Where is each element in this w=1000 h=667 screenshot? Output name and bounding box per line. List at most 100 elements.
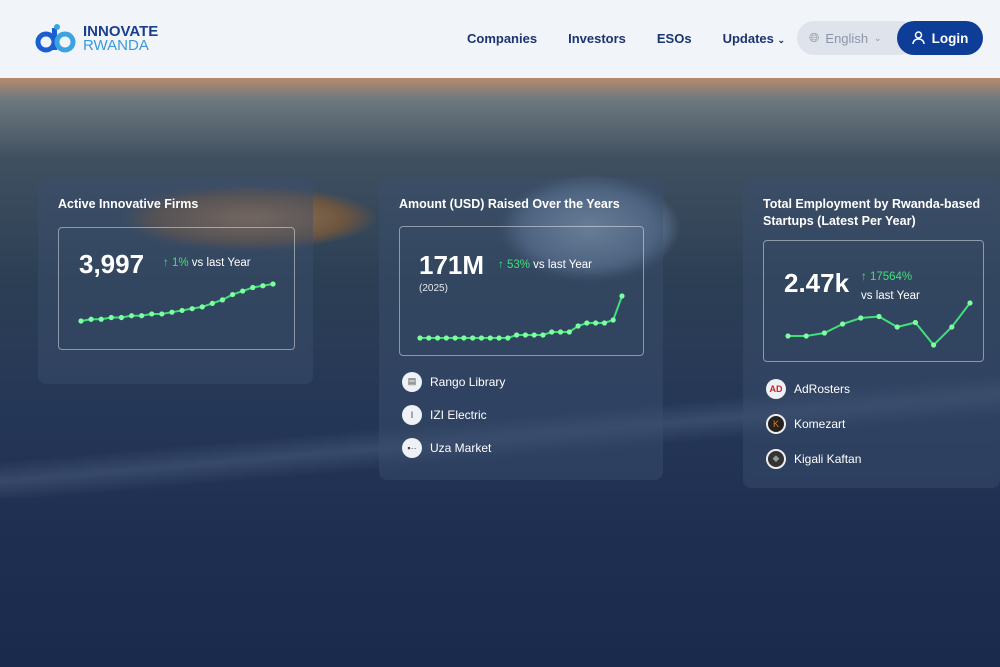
sparkline-point bbox=[159, 311, 165, 317]
sparkline-point bbox=[219, 297, 226, 303]
nav-investors[interactable]: Investors bbox=[568, 31, 626, 46]
sparkline-point bbox=[417, 335, 423, 341]
logo-text-top: INNOVATE bbox=[83, 23, 159, 40]
chevron-down-icon: ⌄ bbox=[777, 35, 786, 45]
sparkline-point bbox=[785, 333, 791, 339]
izi-logo-icon: I bbox=[402, 404, 422, 425]
top-nav: INNOVATE RWANDA Companies Investors ESOs … bbox=[0, 0, 1000, 78]
sparkline-point bbox=[610, 317, 616, 323]
sparkline-point bbox=[128, 313, 135, 319]
card-amount-raised: Amount (USD) Raised Over the Years 171M … bbox=[379, 178, 663, 480]
company-kigali-kaftan[interactable]: ◆ Kigali Kaftan bbox=[766, 442, 861, 475]
sparkline-line bbox=[788, 302, 971, 347]
company-adrosters[interactable]: AD AdRosters bbox=[766, 372, 861, 405]
stat-value: 3,997 bbox=[79, 249, 145, 279]
sparkline-chart bbox=[417, 293, 625, 341]
company-name: Komezart bbox=[794, 416, 846, 431]
sparkline-point bbox=[858, 315, 864, 321]
sparkline-point bbox=[452, 335, 458, 341]
sparkline-point bbox=[426, 335, 432, 341]
login-label: Login bbox=[931, 30, 969, 46]
nav-companies[interactable]: Companies bbox=[467, 31, 538, 46]
komezart-logo-icon: K bbox=[766, 413, 786, 434]
stat-value: 171M bbox=[419, 250, 485, 280]
sparkline-point bbox=[601, 320, 608, 326]
nav-updates-label: Updates bbox=[722, 31, 774, 46]
sparkline-point bbox=[229, 291, 236, 298]
stat-change: ↑ 53% vs last Year bbox=[498, 259, 592, 271]
stat-box: 171M ↑ 53% vs last Year (2025) bbox=[399, 226, 644, 356]
language-label: English bbox=[825, 30, 869, 46]
company-name: Rango Library bbox=[430, 374, 506, 389]
company-name: Kigali Kaftan bbox=[794, 451, 862, 466]
sparkline-point bbox=[179, 307, 185, 314]
company-uza-market[interactable]: ▪·· Uza Market bbox=[402, 431, 505, 464]
sparkline-point bbox=[478, 335, 485, 341]
company-izi-electric[interactable]: I IZI Electric bbox=[402, 398, 505, 431]
sparkline-point bbox=[876, 313, 882, 320]
logo[interactable]: INNOVATE RWANDA bbox=[35, 24, 158, 54]
stat-box: 2.47k ↑ 17564% vs last Year bbox=[763, 240, 984, 362]
uza-logo-icon: ▪·· bbox=[402, 437, 422, 458]
card-title: Amount (USD) Raised Over the Years bbox=[399, 197, 620, 211]
sparkline-point bbox=[575, 323, 581, 329]
stat-year: (2025) bbox=[419, 283, 448, 294]
nav-esos[interactable]: ESOs bbox=[656, 31, 692, 46]
sparkline-point bbox=[78, 318, 84, 324]
company-list: ▤ Rango Library I IZI Electric ▪·· Uza Mark… bbox=[402, 365, 505, 464]
sparkline-point bbox=[566, 329, 572, 335]
sparkline-point bbox=[549, 329, 555, 335]
change-suffix: vs last Year bbox=[188, 257, 251, 269]
sparkline-point bbox=[949, 324, 955, 330]
sparkline-point bbox=[270, 281, 276, 287]
stat-change: ↑ 1% vs last Year bbox=[163, 257, 251, 269]
sparkline-point bbox=[250, 284, 256, 291]
sparkline-point bbox=[894, 324, 900, 330]
sparkline-line bbox=[420, 295, 623, 339]
sparkline-chart bbox=[785, 300, 973, 348]
chevron-down-icon: ⌄ bbox=[874, 32, 882, 43]
sparkline-point bbox=[803, 333, 809, 339]
logo-text-bottom: RWANDA bbox=[83, 37, 149, 54]
language-selector[interactable]: 🌐︎ English ⌄ bbox=[797, 21, 917, 55]
sparkline-point bbox=[514, 332, 520, 338]
login-button[interactable]: Login bbox=[897, 21, 983, 55]
sparkline-point bbox=[496, 335, 502, 341]
library-logo-icon: ▤ bbox=[402, 371, 422, 392]
sparkline-point bbox=[260, 283, 266, 289]
change-percent: 53% bbox=[506, 259, 530, 271]
sparkline-point bbox=[98, 316, 104, 322]
card-title: Active Innovative Firms bbox=[58, 197, 199, 211]
sparkline-chart bbox=[78, 281, 276, 324]
sparkline-point bbox=[619, 293, 625, 299]
user-icon bbox=[911, 31, 925, 45]
company-name: AdRosters bbox=[794, 381, 851, 396]
sparkline-point bbox=[840, 321, 846, 327]
sparkline-point bbox=[149, 311, 155, 317]
sparkline-point bbox=[139, 313, 145, 319]
sparkline-point bbox=[557, 329, 564, 335]
sparkline-point bbox=[209, 300, 215, 306]
sparkline-point bbox=[470, 335, 476, 341]
adrosters-logo-icon: AD bbox=[766, 378, 786, 399]
nav-updates[interactable]: Updates ⌄ bbox=[723, 31, 785, 46]
sparkline-point bbox=[169, 309, 175, 315]
card-active-firms: Active Innovative Firms 3,997 ↑ 1% vs la… bbox=[38, 178, 313, 384]
sparkline-point bbox=[912, 319, 918, 326]
company-name: IZI Electric bbox=[430, 407, 487, 422]
stat-value: 2.47k bbox=[784, 268, 850, 298]
company-rango-library[interactable]: ▤ Rango Library bbox=[402, 365, 505, 398]
globe-icon: 🌐︎ bbox=[809, 30, 820, 45]
change-percent: 1% bbox=[171, 257, 189, 269]
sparkline-point bbox=[540, 332, 546, 338]
sparkline-point bbox=[522, 332, 528, 338]
card-total-employment: Total Employment by Rwanda-based Startup… bbox=[743, 178, 1000, 488]
sparkline-point bbox=[199, 304, 205, 310]
sparkline-point bbox=[593, 320, 599, 326]
company-komezart[interactable]: K Komezart bbox=[766, 407, 861, 440]
sparkline-point bbox=[88, 316, 94, 322]
change-suffix: vs last Year bbox=[529, 259, 592, 271]
change-percent: 17564% bbox=[869, 271, 913, 283]
card-title: Total Employment by Rwanda-based Startup… bbox=[763, 197, 981, 228]
sparkline-point bbox=[108, 314, 114, 321]
